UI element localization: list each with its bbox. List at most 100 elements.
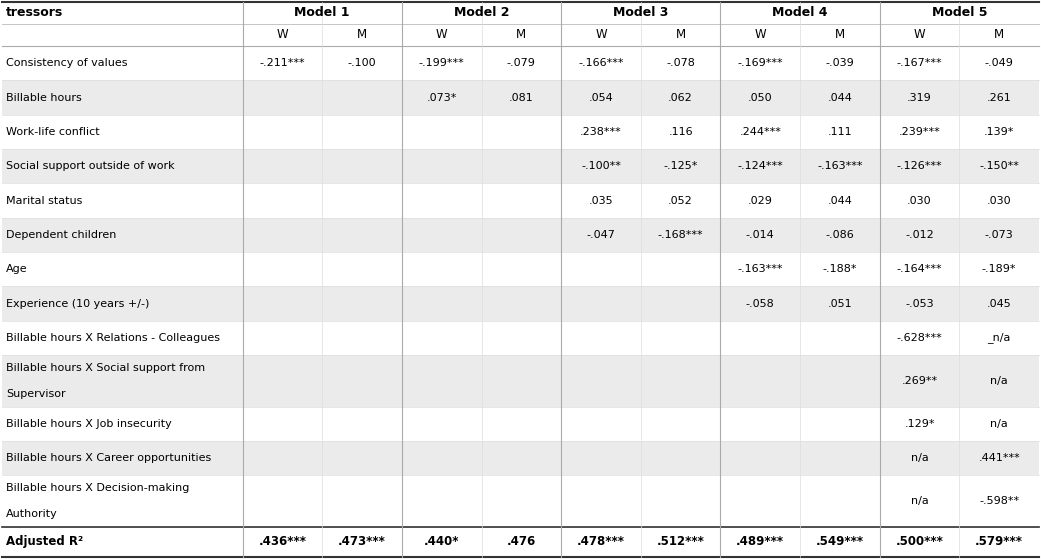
Text: .139*: .139* bbox=[984, 127, 1014, 137]
Text: -.150**: -.150** bbox=[980, 161, 1019, 171]
Text: .500***: .500*** bbox=[895, 536, 943, 548]
Text: Billable hours X Job insecurity: Billable hours X Job insecurity bbox=[6, 419, 172, 429]
Text: .081: .081 bbox=[509, 93, 534, 102]
Text: -.012: -.012 bbox=[906, 230, 934, 240]
Text: -.166***: -.166*** bbox=[578, 58, 624, 68]
Text: M: M bbox=[516, 29, 527, 41]
Text: .029: .029 bbox=[747, 196, 772, 206]
Text: W: W bbox=[914, 29, 925, 41]
Bar bbox=[2, 218, 1039, 252]
Text: .044: .044 bbox=[828, 196, 853, 206]
Text: -.163***: -.163*** bbox=[737, 264, 783, 274]
Text: -.167***: -.167*** bbox=[896, 58, 942, 68]
Text: .239***: .239*** bbox=[898, 127, 940, 137]
Text: Adjusted R²: Adjusted R² bbox=[6, 536, 83, 548]
Text: W: W bbox=[436, 29, 448, 41]
Text: Model 1: Model 1 bbox=[295, 7, 350, 20]
Text: .476: .476 bbox=[507, 536, 536, 548]
Text: .269**: .269** bbox=[902, 376, 938, 386]
Text: .473***: .473*** bbox=[338, 536, 386, 548]
Text: -.053: -.053 bbox=[906, 299, 934, 309]
Text: Marital status: Marital status bbox=[6, 196, 82, 206]
Text: Authority: Authority bbox=[6, 509, 57, 519]
Text: Model 3: Model 3 bbox=[613, 7, 668, 20]
Text: -.598**: -.598** bbox=[980, 496, 1019, 506]
Bar bbox=[2, 441, 1039, 476]
Text: -.188*: -.188* bbox=[822, 264, 857, 274]
Text: -.058: -.058 bbox=[746, 299, 775, 309]
Text: Experience (10 years +/-): Experience (10 years +/-) bbox=[6, 299, 149, 309]
Text: -.039: -.039 bbox=[826, 58, 855, 68]
Text: .441***: .441*** bbox=[979, 453, 1020, 463]
Text: Work-life conflict: Work-life conflict bbox=[6, 127, 100, 137]
Text: .116: .116 bbox=[668, 127, 693, 137]
Text: .054: .054 bbox=[588, 93, 613, 102]
Text: -.014: -.014 bbox=[746, 230, 775, 240]
Text: .129*: .129* bbox=[905, 419, 935, 429]
Text: .261: .261 bbox=[987, 93, 1012, 102]
Text: -.125*: -.125* bbox=[663, 161, 697, 171]
Text: -.100**: -.100** bbox=[581, 161, 620, 171]
Text: W: W bbox=[755, 29, 766, 41]
Text: Consistency of values: Consistency of values bbox=[6, 58, 127, 68]
Text: Billable hours X Social support from: Billable hours X Social support from bbox=[6, 363, 205, 373]
Text: Billable hours X Relations - Colleagues: Billable hours X Relations - Colleagues bbox=[6, 333, 220, 343]
Text: -.168***: -.168*** bbox=[658, 230, 704, 240]
Text: M: M bbox=[357, 29, 367, 41]
Bar bbox=[2, 355, 1039, 407]
Text: .035: .035 bbox=[588, 196, 613, 206]
Bar bbox=[2, 149, 1039, 183]
Text: Age: Age bbox=[6, 264, 28, 274]
Text: .440*: .440* bbox=[424, 536, 459, 548]
Text: .319: .319 bbox=[907, 93, 932, 102]
Text: -.078: -.078 bbox=[666, 58, 695, 68]
Text: .244***: .244*** bbox=[739, 127, 781, 137]
Text: .111: .111 bbox=[828, 127, 853, 137]
Text: Billable hours: Billable hours bbox=[6, 93, 82, 102]
Text: n/a: n/a bbox=[990, 419, 1008, 429]
Text: -.079: -.079 bbox=[507, 58, 536, 68]
Text: -.199***: -.199*** bbox=[418, 58, 464, 68]
Text: _n/a: _n/a bbox=[988, 333, 1011, 343]
Text: W: W bbox=[595, 29, 607, 41]
Text: M: M bbox=[835, 29, 845, 41]
Text: Supervisor: Supervisor bbox=[6, 389, 66, 399]
Bar bbox=[2, 80, 1039, 115]
Text: -.169***: -.169*** bbox=[737, 58, 783, 68]
Text: -.086: -.086 bbox=[826, 230, 855, 240]
Text: -.100: -.100 bbox=[348, 58, 377, 68]
Text: -.211***: -.211*** bbox=[259, 58, 305, 68]
Text: -.164***: -.164*** bbox=[896, 264, 942, 274]
Text: M: M bbox=[676, 29, 686, 41]
Text: -.049: -.049 bbox=[985, 58, 1014, 68]
Text: -.628***: -.628*** bbox=[896, 333, 942, 343]
Text: .050: .050 bbox=[747, 93, 772, 102]
Text: .579***: .579*** bbox=[975, 536, 1023, 548]
Text: Dependent children: Dependent children bbox=[6, 230, 117, 240]
Text: W: W bbox=[277, 29, 288, 41]
Text: Billable hours X Career opportunities: Billable hours X Career opportunities bbox=[6, 453, 211, 463]
Text: -.073: -.073 bbox=[985, 230, 1014, 240]
Text: M: M bbox=[994, 29, 1005, 41]
Text: Billable hours X Decision-making: Billable hours X Decision-making bbox=[6, 484, 189, 494]
Bar bbox=[2, 287, 1039, 321]
Text: .052: .052 bbox=[668, 196, 693, 206]
Text: n/a: n/a bbox=[911, 453, 929, 463]
Text: -.126***: -.126*** bbox=[896, 161, 942, 171]
Text: .073*: .073* bbox=[427, 93, 457, 102]
Text: -.124***: -.124*** bbox=[737, 161, 783, 171]
Text: .238***: .238*** bbox=[580, 127, 621, 137]
Text: tressors: tressors bbox=[6, 7, 64, 20]
Text: .062: .062 bbox=[668, 93, 693, 102]
Text: Model 5: Model 5 bbox=[932, 7, 987, 20]
Text: .030: .030 bbox=[907, 196, 932, 206]
Text: -.047: -.047 bbox=[586, 230, 615, 240]
Text: -.163***: -.163*** bbox=[817, 161, 863, 171]
Text: .044: .044 bbox=[828, 93, 853, 102]
Text: .549***: .549*** bbox=[816, 536, 864, 548]
Text: Social support outside of work: Social support outside of work bbox=[6, 161, 175, 171]
Text: .512***: .512*** bbox=[657, 536, 705, 548]
Text: .436***: .436*** bbox=[258, 536, 306, 548]
Text: .051: .051 bbox=[828, 299, 853, 309]
Text: n/a: n/a bbox=[990, 376, 1008, 386]
